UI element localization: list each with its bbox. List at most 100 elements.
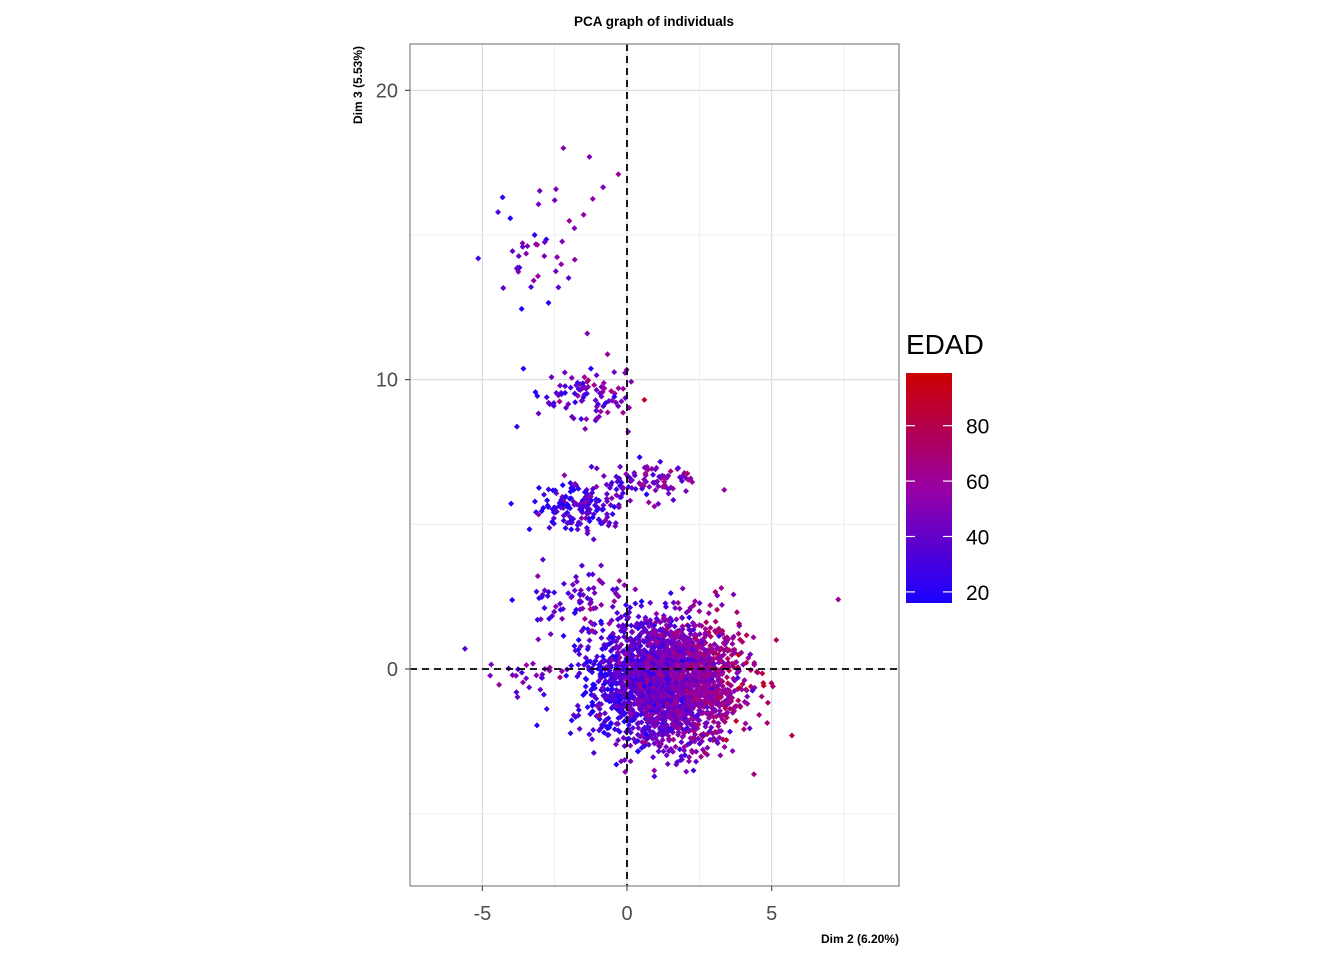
data-point bbox=[653, 464, 660, 471]
data-point bbox=[552, 268, 559, 275]
data-point bbox=[673, 708, 680, 715]
data-point bbox=[643, 708, 650, 715]
data-point bbox=[549, 506, 556, 513]
data-point bbox=[651, 503, 658, 510]
data-point bbox=[654, 478, 661, 485]
data-point bbox=[534, 392, 541, 399]
data-point bbox=[619, 708, 626, 715]
data-point bbox=[707, 602, 714, 609]
data-point bbox=[707, 633, 714, 640]
data-point bbox=[735, 630, 742, 637]
colorbar bbox=[906, 373, 952, 603]
data-point bbox=[563, 672, 570, 679]
data-point bbox=[639, 739, 646, 746]
data-point bbox=[567, 384, 574, 391]
data-point bbox=[696, 700, 703, 707]
data-point bbox=[670, 599, 677, 606]
data-point bbox=[591, 685, 598, 692]
data-point bbox=[635, 724, 642, 731]
data-point bbox=[689, 646, 696, 653]
data-point bbox=[581, 615, 588, 622]
data-point bbox=[539, 671, 546, 678]
data-point bbox=[603, 481, 610, 488]
data-point bbox=[730, 591, 737, 598]
data-point bbox=[609, 656, 616, 663]
data-point bbox=[600, 403, 607, 410]
data-point bbox=[645, 641, 652, 648]
x-tick-label: 0 bbox=[621, 903, 632, 925]
data-point bbox=[668, 726, 675, 733]
data-point bbox=[649, 684, 656, 691]
data-point bbox=[652, 630, 659, 637]
data-point bbox=[642, 704, 649, 711]
data-point bbox=[668, 698, 675, 705]
data-point bbox=[722, 690, 729, 697]
data-point bbox=[729, 635, 736, 642]
data-point bbox=[731, 688, 738, 695]
data-point bbox=[555, 284, 562, 291]
data-point bbox=[742, 720, 749, 727]
data-point bbox=[673, 616, 680, 623]
data-point bbox=[615, 659, 622, 666]
data-point bbox=[587, 619, 594, 626]
data-point bbox=[588, 736, 595, 743]
data-point bbox=[704, 744, 711, 751]
data-point bbox=[729, 640, 736, 647]
data-point bbox=[685, 758, 692, 765]
data-point bbox=[610, 696, 617, 703]
data-point bbox=[582, 385, 589, 392]
data-point bbox=[635, 748, 642, 755]
data-point bbox=[546, 615, 553, 622]
data-point bbox=[701, 634, 708, 641]
data-point bbox=[564, 520, 571, 527]
data-point bbox=[654, 691, 661, 698]
data-point bbox=[582, 683, 589, 690]
data-point bbox=[608, 388, 615, 395]
data-point bbox=[635, 635, 642, 642]
data-point bbox=[583, 676, 590, 683]
data-point bbox=[665, 662, 672, 669]
data-point bbox=[701, 692, 708, 699]
data-point bbox=[650, 670, 657, 677]
data-point bbox=[559, 482, 566, 489]
data-point bbox=[759, 670, 766, 677]
data-point bbox=[743, 659, 750, 666]
data-point bbox=[513, 689, 520, 696]
data-point bbox=[534, 273, 541, 280]
data-point bbox=[559, 238, 566, 245]
data-point bbox=[564, 509, 571, 516]
data-point bbox=[672, 605, 679, 612]
data-point bbox=[577, 643, 584, 650]
data-point bbox=[738, 649, 745, 656]
data-point bbox=[541, 587, 548, 594]
data-point bbox=[535, 636, 542, 643]
data-point bbox=[717, 752, 724, 759]
data-point bbox=[636, 454, 643, 461]
data-point bbox=[660, 641, 667, 648]
data-point bbox=[631, 469, 638, 476]
data-point bbox=[682, 488, 689, 495]
data-point bbox=[589, 489, 596, 496]
data-point bbox=[618, 677, 625, 684]
data-point bbox=[573, 573, 580, 580]
data-point bbox=[551, 608, 558, 615]
data-point bbox=[712, 618, 719, 625]
data-point bbox=[788, 732, 795, 739]
data-point bbox=[568, 593, 575, 600]
data-point bbox=[662, 603, 669, 610]
data-point bbox=[550, 402, 557, 409]
data-point bbox=[632, 600, 639, 607]
x-axis-title: Dim 2 (6.20%) bbox=[821, 932, 899, 946]
data-point bbox=[680, 709, 687, 716]
data-point bbox=[667, 484, 674, 491]
data-point bbox=[572, 480, 579, 487]
data-point bbox=[673, 679, 680, 686]
data-point bbox=[660, 748, 667, 755]
data-point bbox=[670, 736, 677, 743]
data-point bbox=[737, 636, 744, 643]
data-point bbox=[680, 635, 687, 642]
data-point bbox=[715, 625, 722, 632]
data-point bbox=[608, 687, 615, 694]
data-point bbox=[599, 684, 606, 691]
